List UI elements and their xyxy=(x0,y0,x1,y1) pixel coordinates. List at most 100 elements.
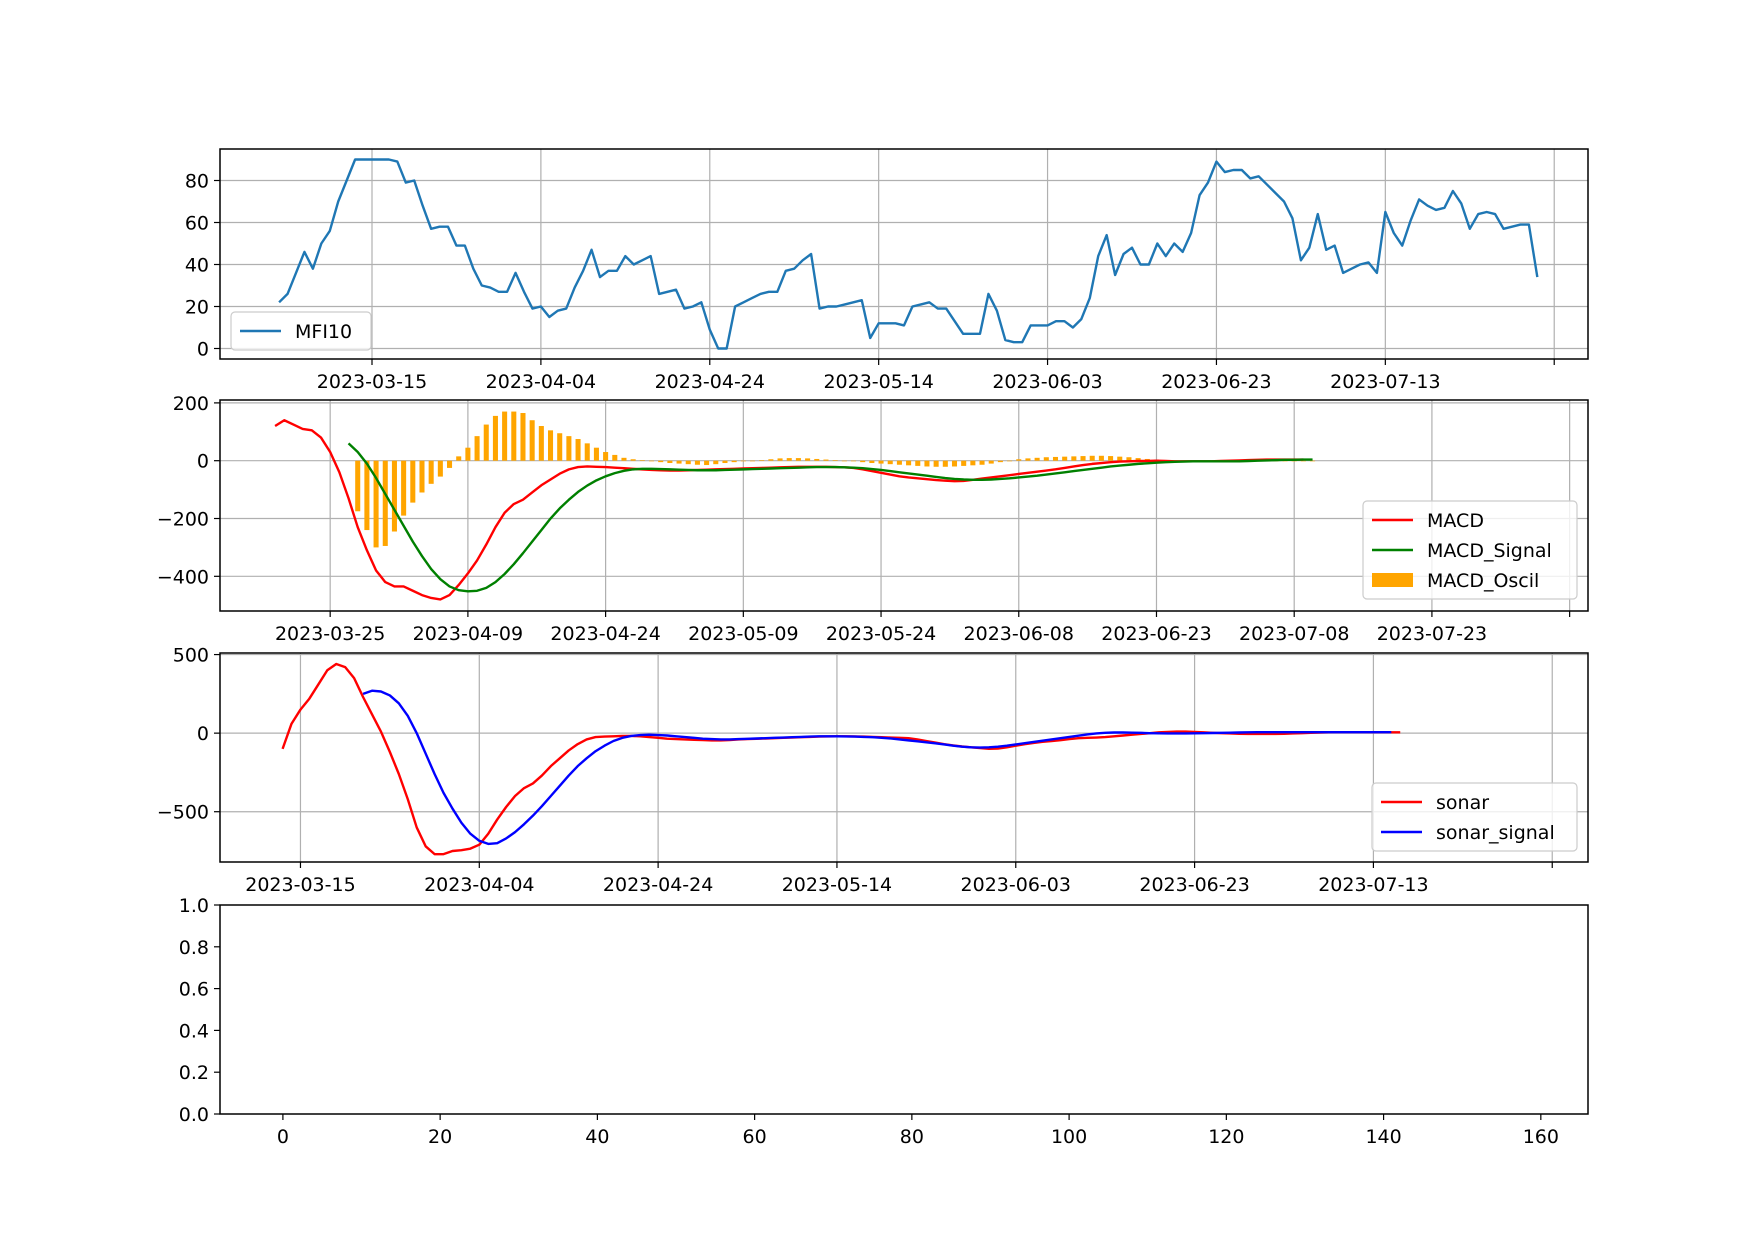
macd-oscil-bar xyxy=(557,433,563,461)
macd-oscil-bar xyxy=(704,460,710,466)
mfi10-line xyxy=(278,158,1539,350)
macd-oscil-bar xyxy=(878,460,884,464)
macd-oscil-bar xyxy=(1007,460,1013,462)
y-tick-label: 60 xyxy=(185,213,209,235)
macd-oscil-bar xyxy=(621,457,627,461)
macd-oscil-bar xyxy=(869,460,875,464)
macd-oscil-bar xyxy=(951,460,958,467)
legend-label: MACD_Oscil xyxy=(1427,570,1539,592)
y-tick-label: 1.0 xyxy=(179,895,209,917)
x-tick-label: 100 xyxy=(1051,1126,1087,1148)
macd-signal-line xyxy=(347,442,1313,593)
macd-oscil-bar xyxy=(795,458,801,461)
x-tick-label: 2023-04-24 xyxy=(655,371,765,393)
macd-oscil-bar xyxy=(777,458,783,461)
x-tick-label: 2023-04-24 xyxy=(603,874,713,896)
macd-oscil-bar xyxy=(1108,456,1114,461)
sonar-axes-frame xyxy=(219,652,1589,863)
macd-oscil-bar xyxy=(373,460,379,548)
x-tick-label: 2023-03-15 xyxy=(245,874,355,896)
x-tick-label: 2023-06-08 xyxy=(964,623,1074,645)
macd-oscil-bar xyxy=(511,411,517,461)
x-tick-label: 2023-06-23 xyxy=(1101,623,1211,645)
x-tick-label: 2023-07-13 xyxy=(1330,371,1440,393)
x-tick-label: 2023-07-13 xyxy=(1318,874,1428,896)
legend-swatch xyxy=(1372,573,1413,587)
macd-oscil-bar xyxy=(355,460,361,512)
x-tick-label: 2023-04-04 xyxy=(424,874,534,896)
x-tick-label: 2023-05-24 xyxy=(826,623,936,645)
y-tick-label: 0.4 xyxy=(179,1020,209,1042)
macd-oscil-bar xyxy=(364,460,370,531)
macd-oscil-bar xyxy=(1089,455,1095,461)
macd-oscil-bar xyxy=(1117,456,1123,461)
macd-oscil-bar xyxy=(502,411,508,461)
macd-oscil-bar xyxy=(694,460,700,465)
macd-oscil-bar xyxy=(648,460,655,462)
macd-oscil-bar xyxy=(1043,457,1049,461)
empty-panel: 0 20 40 60 80 100 120 140 160 0.0 0.2 0.4 0.6 0.8 1.0 xyxy=(179,895,1589,1148)
macd-oscil-bar xyxy=(685,460,691,465)
macd-oscil-bar xyxy=(997,460,1003,463)
macd-oscil-bar xyxy=(603,452,609,461)
macd-oscil-bar xyxy=(639,460,645,461)
x-tick-label: 2023-03-25 xyxy=(275,623,385,645)
x-tick-label: 2023-07-08 xyxy=(1239,623,1349,645)
y-tick-label: 0.6 xyxy=(179,979,209,1001)
macd-oscil-bar xyxy=(1310,460,1316,462)
macd-oscil-bar xyxy=(970,460,976,466)
y-tick-label: −200 xyxy=(157,509,209,531)
macd-oscil-bar xyxy=(1025,458,1031,461)
sonar-line xyxy=(281,662,1401,856)
x-tick-label: 2023-05-09 xyxy=(688,623,798,645)
y-tick-label: 0.2 xyxy=(179,1062,209,1084)
macd-oscil-bar xyxy=(961,460,967,466)
x-tick-label: 2023-04-04 xyxy=(486,371,596,393)
macd-oscil-bar xyxy=(759,460,765,461)
macd-panel: 2023-03-25 2023-04-09 2023-04-24 2023-05-09… xyxy=(157,393,1589,645)
macd-oscil-bar xyxy=(1062,456,1068,461)
macd-oscil-bar xyxy=(437,460,443,477)
macd-oscil-bar xyxy=(529,420,535,461)
macd-oscil-bar xyxy=(612,454,618,461)
mfi-series-group xyxy=(278,158,1539,350)
legend-box xyxy=(1371,782,1578,852)
x-tick-label: 2023-04-09 xyxy=(413,623,523,645)
macd-oscil-bar xyxy=(1071,456,1077,461)
macd-oscil-bar xyxy=(1098,455,1104,461)
macd-oscil-bar xyxy=(740,460,746,462)
macd-oscil-bar xyxy=(410,460,416,503)
y-tick-label: −500 xyxy=(157,802,209,824)
macd-oscil-bar xyxy=(566,436,572,461)
macd-oscil-bar xyxy=(520,413,526,461)
macd-oscil-bar xyxy=(786,458,792,461)
x-tick-label: 2023-04-24 xyxy=(550,623,660,645)
x-tick-label: 20 xyxy=(428,1126,452,1148)
macd-oscil-bar xyxy=(850,460,857,462)
macd-oscil-bar xyxy=(575,439,581,461)
sonar-legend: sonar sonar_signal xyxy=(1371,782,1578,852)
macd-oscil-bar xyxy=(1300,460,1306,462)
macd-oscil-bar xyxy=(676,460,682,464)
legend-label: sonar_signal xyxy=(1436,822,1555,844)
mfi-panel: 2023-03-15 2023-04-04 2023-04-24 2023-05-14… xyxy=(185,148,1589,393)
x-tick-label: 2023-06-23 xyxy=(1139,874,1249,896)
macd-oscil-bar xyxy=(860,460,866,463)
macd-oscil-bar xyxy=(924,460,930,467)
macd-oscil-bar xyxy=(474,436,480,461)
macd-oscil-bar xyxy=(933,460,939,467)
macd-oscil-bar xyxy=(896,460,902,465)
x-tick-label: 2023-05-14 xyxy=(782,874,892,896)
macd-oscil-bar xyxy=(483,424,489,461)
sonar-series-group xyxy=(281,662,1401,856)
mfi-legend: MFI10 xyxy=(230,311,372,351)
macd-oscil-bar xyxy=(887,460,893,465)
macd-oscil-bar xyxy=(492,415,498,461)
macd-oscil-bar xyxy=(419,460,425,493)
y-tick-label: −400 xyxy=(157,566,209,588)
legend-box xyxy=(1362,500,1578,600)
macd-oscil-bar xyxy=(1135,458,1141,461)
y-tick-label: 80 xyxy=(185,171,209,193)
y-tick-label: 20 xyxy=(185,297,209,319)
x-tick-label: 120 xyxy=(1208,1126,1244,1148)
